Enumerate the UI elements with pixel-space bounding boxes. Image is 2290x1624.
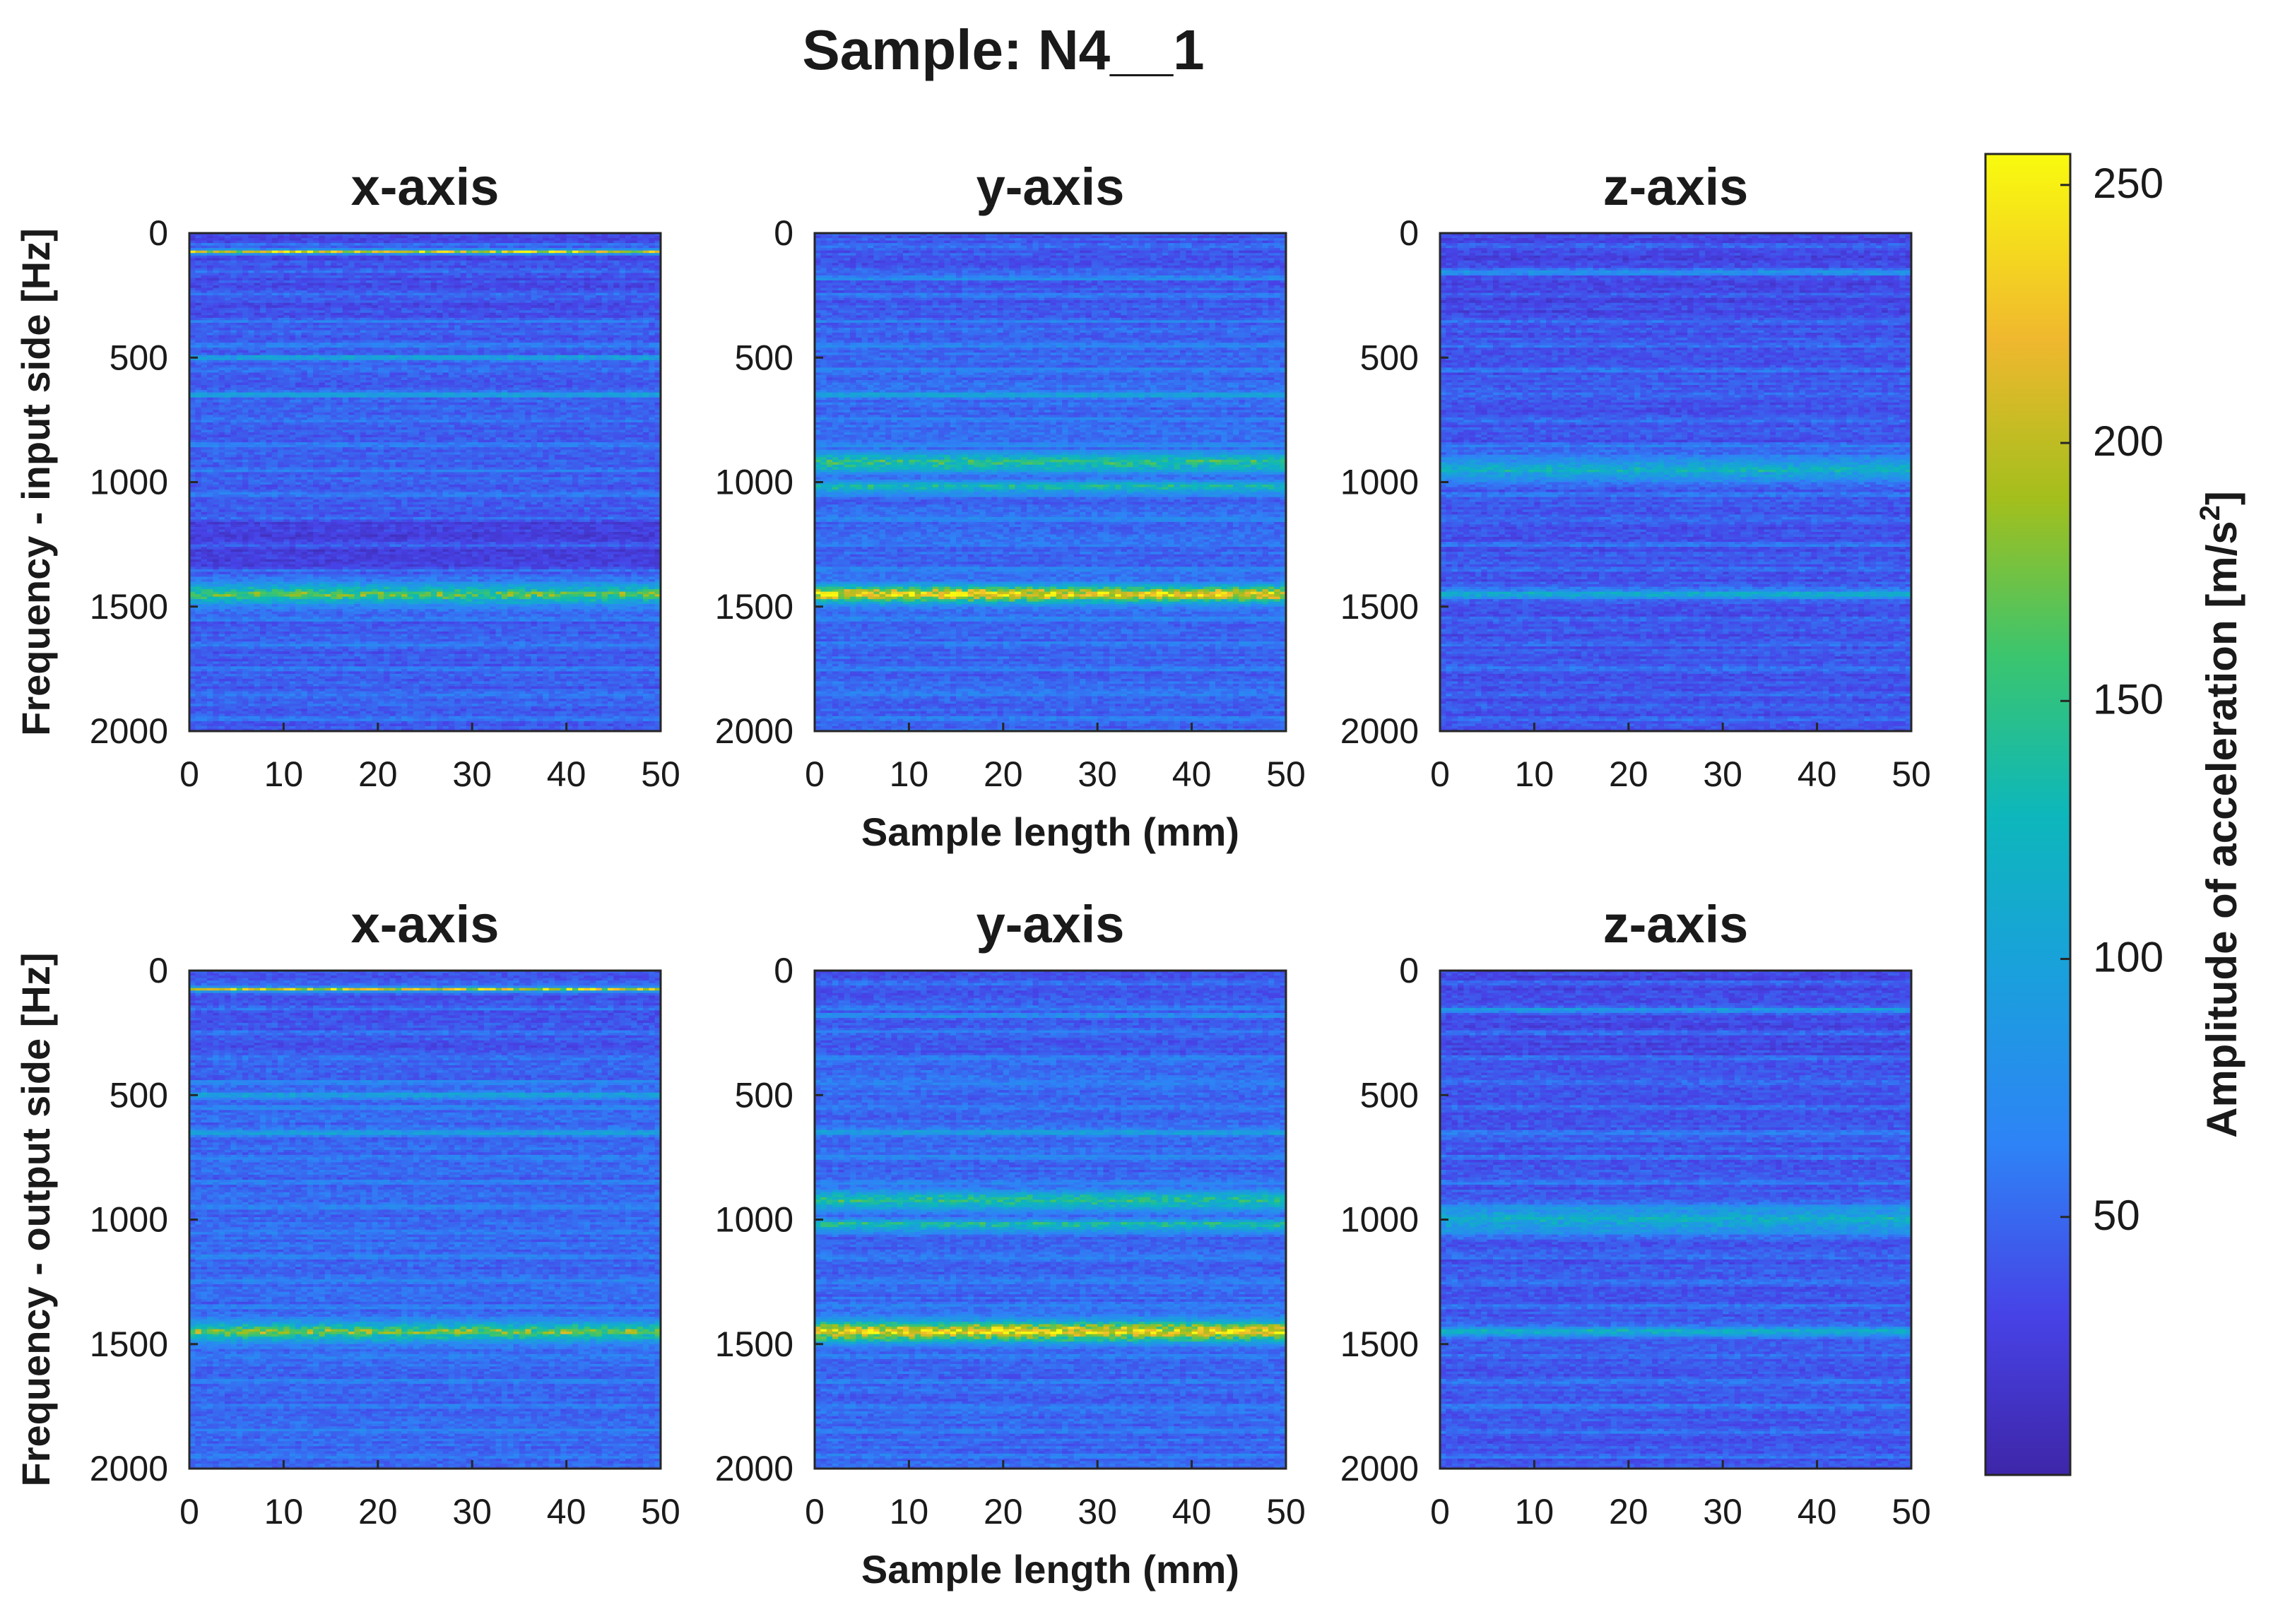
y-tick-label: 1000: [90, 1200, 168, 1240]
x-tick-label: 30: [452, 754, 492, 794]
y-tick-label: 500: [735, 338, 793, 377]
panel-title: x-axis: [351, 158, 500, 216]
panel-title: y-axis: [976, 158, 1125, 216]
colorbar-tick-label: 250: [2093, 160, 2164, 207]
x-tick-label: 10: [264, 754, 304, 794]
x-tick-label: 50: [641, 1492, 680, 1531]
x-tick-label: 40: [547, 1492, 586, 1531]
x-tick-label: 30: [1078, 1492, 1117, 1531]
heatmap-cells: [815, 971, 1287, 1469]
panel-title: x-axis: [351, 895, 500, 954]
x-tick-label: 50: [1266, 754, 1306, 794]
y-tick-label: 0: [774, 951, 793, 990]
y-tick-label: 0: [148, 951, 168, 990]
y-tick-label: 2000: [1340, 1449, 1419, 1488]
spectrogram-panel-output-z-axis: z-axis 0 500 1000 1500 2000 0 10 20 30 40 50: [1340, 895, 1931, 1531]
x-tick-label: 0: [179, 1492, 199, 1531]
x-tick-label: 20: [358, 1492, 398, 1531]
y-tick-label: 1000: [715, 1200, 793, 1240]
x-tick-label: 20: [984, 1492, 1023, 1531]
x-axis-label: Sample length (mm): [861, 810, 1239, 854]
y-tick-label: 500: [110, 338, 168, 377]
y-tick-label: 1500: [1340, 587, 1419, 627]
y-axis-label: Frequency - input side [Hz]: [13, 228, 58, 736]
spectrogram-panel-output-x-axis: x-axis 0 500 1000 1500 2000 0 10 20 30 40 50 Frequen…: [13, 895, 680, 1531]
spectrogram-panel-input-z-axis: z-axis 0 500 1000 1500 2000 0 10 20 30 40 50: [1340, 158, 1931, 794]
x-tick-label: 20: [358, 754, 398, 794]
x-tick-label: 0: [1430, 754, 1450, 794]
colorbar-tick-label: 150: [2093, 675, 2164, 723]
y-tick-label: 2000: [90, 1449, 168, 1488]
x-tick-label: 50: [1266, 1492, 1306, 1531]
colorbar-tick-label: 100: [2093, 934, 2164, 981]
x-tick-label: 10: [890, 754, 929, 794]
x-tick-label: 50: [641, 754, 680, 794]
heatmap-cells: [1440, 233, 1912, 732]
spectrogram-panel-input-y-axis: y-axis 0 500 1000 1500 2000 0 10 20 30 40 50 Sample …: [715, 158, 1306, 854]
x-tick-label: 30: [1703, 754, 1742, 794]
y-tick-label: 1000: [90, 463, 168, 502]
colorbar-tick-label: 50: [2093, 1192, 2140, 1239]
colorbar-tick-label: 200: [2093, 417, 2164, 465]
heatmap-cells: [189, 971, 661, 1469]
x-tick-label: 10: [264, 1492, 304, 1531]
colorbar-gradient: [1985, 154, 2070, 1475]
heatmap-cells: [1440, 971, 1912, 1469]
y-tick-label: 2000: [715, 1449, 793, 1488]
x-tick-label: 20: [984, 754, 1023, 794]
panel-title: z-axis: [1603, 158, 1749, 216]
colorbar: 50 100 150 200 250 Amplitude of acceleration …: [1985, 154, 2245, 1475]
x-tick-label: 30: [452, 1492, 492, 1531]
colorbar-label: Amplitude of acceleration [m/s2]: [2195, 491, 2245, 1138]
x-tick-label: 50: [1891, 754, 1931, 794]
y-tick-label: 500: [1360, 1075, 1419, 1115]
y-tick-label: 500: [1360, 338, 1419, 377]
x-tick-label: 40: [547, 754, 586, 794]
y-tick-label: 500: [735, 1075, 793, 1115]
panel-title: y-axis: [976, 895, 1125, 954]
y-tick-label: 1500: [1340, 1324, 1419, 1364]
x-axis-label: Sample length (mm): [861, 1547, 1239, 1592]
y-tick-label: 0: [774, 213, 793, 253]
spectrogram-panel-input-x-axis: x-axis 0 500 1000 1500 2000 0 10 20 30 40 50 Frequen…: [13, 158, 680, 794]
y-tick-label: 2000: [715, 711, 793, 751]
x-tick-label: 20: [1609, 1492, 1648, 1531]
x-tick-label: 10: [1515, 1492, 1554, 1531]
x-tick-label: 40: [1798, 1492, 1837, 1531]
y-tick-label: 2000: [1340, 711, 1419, 751]
x-tick-label: 40: [1172, 754, 1212, 794]
x-tick-label: 0: [179, 754, 199, 794]
x-tick-label: 50: [1891, 1492, 1931, 1531]
x-tick-label: 0: [805, 754, 825, 794]
y-tick-label: 0: [148, 213, 168, 253]
x-tick-label: 40: [1172, 1492, 1212, 1531]
x-tick-label: 30: [1078, 754, 1117, 794]
heatmap-cells: [815, 233, 1287, 732]
y-tick-label: 1500: [90, 587, 168, 627]
x-tick-label: 30: [1703, 1492, 1742, 1531]
chart-title: Sample: N4__1: [802, 18, 1204, 81]
y-tick-label: 1500: [715, 1324, 793, 1364]
spectrogram-panel-output-y-axis: y-axis 0 500 1000 1500 2000 0 10 20 30 40 50 Sample …: [715, 895, 1306, 1592]
y-tick-label: 500: [110, 1075, 168, 1115]
x-tick-label: 20: [1609, 754, 1648, 794]
y-tick-label: 1000: [715, 463, 793, 502]
y-tick-label: 1500: [715, 587, 793, 627]
y-tick-label: 1500: [90, 1324, 168, 1364]
heatmap-cells: [189, 233, 661, 732]
y-axis-label: Frequency - output side [Hz]: [13, 953, 58, 1487]
x-tick-label: 0: [1430, 1492, 1450, 1531]
y-tick-label: 1000: [1340, 1200, 1419, 1240]
x-tick-label: 10: [890, 1492, 929, 1531]
y-tick-label: 0: [1399, 951, 1419, 990]
x-tick-label: 0: [805, 1492, 825, 1531]
x-tick-label: 40: [1798, 754, 1837, 794]
y-tick-label: 1000: [1340, 463, 1419, 502]
y-tick-label: 2000: [90, 711, 168, 751]
panel-title: z-axis: [1603, 895, 1749, 954]
x-tick-label: 10: [1515, 754, 1554, 794]
y-tick-label: 0: [1399, 213, 1419, 253]
